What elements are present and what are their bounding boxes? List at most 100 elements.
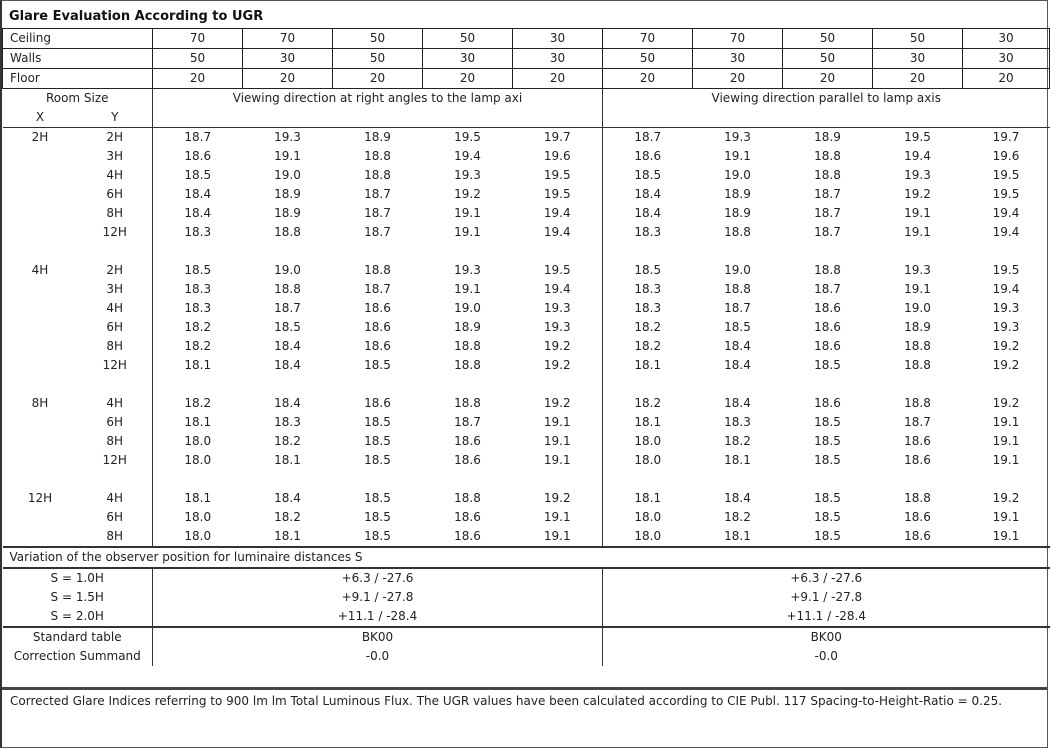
room-y: 4H bbox=[106, 396, 124, 410]
ugr-value: 18.0 bbox=[602, 527, 693, 547]
spacer-row bbox=[3, 375, 1050, 394]
room-x bbox=[3, 356, 78, 375]
ugr-value: 18.4 bbox=[724, 358, 751, 372]
reflectance-value: 30 bbox=[692, 48, 783, 69]
reflectance-value: 20 bbox=[872, 68, 963, 89]
spacer-row bbox=[3, 242, 1050, 261]
table-row: 8H 18.4 18.9 18.7 19.1 19.4 18.4 18.9 18.7 19.1 19… bbox=[3, 204, 1050, 223]
ugr-value: 18.6 bbox=[814, 396, 841, 410]
ugr-value: 19.1 bbox=[274, 149, 301, 163]
ugr-value: 18.5 bbox=[152, 166, 243, 185]
ugr-value: 18.3 bbox=[724, 415, 751, 429]
ugr-value: 18.2 bbox=[602, 394, 693, 413]
page-title: Glare Evaluation According to UGR bbox=[9, 9, 264, 24]
ugr-value: 18.7 bbox=[904, 415, 931, 429]
table-row: 4H 2H 18.5 19.0 18.8 19.3 19.5 18.5 19.0 18.8 19.3… bbox=[3, 261, 1050, 280]
direction-right-angles-header: Viewing direction at right angles to the… bbox=[152, 88, 603, 108]
room-y: 8H bbox=[106, 339, 124, 353]
ugr-value: 18.9 bbox=[274, 187, 301, 201]
spacer bbox=[152, 375, 603, 394]
room-y: 6H bbox=[106, 320, 124, 334]
ugr-value: 18.6 bbox=[602, 147, 693, 166]
ugr-value: 18.6 bbox=[904, 529, 931, 543]
room-y: 8H bbox=[106, 434, 124, 448]
variation-row: S = 1.0H +6.3 / -27.6 +6.3 / -27.6 bbox=[2, 567, 1050, 588]
reflectance-value: 20 bbox=[602, 68, 693, 89]
ugr-value: 18.8 bbox=[454, 358, 481, 372]
ugr-value: 18.4 bbox=[724, 396, 751, 410]
ugr-value: 18.5 bbox=[152, 261, 243, 280]
ugr-value: 18.8 bbox=[364, 168, 391, 182]
reflectance-value: 70 bbox=[242, 28, 333, 49]
ugr-value: 18.4 bbox=[724, 339, 751, 353]
ugr-value: 19.5 bbox=[992, 263, 1020, 277]
reflectance-value: 30 bbox=[962, 28, 1050, 49]
ugr-value: 19.2 bbox=[904, 187, 931, 201]
ugr-value: 18.9 bbox=[274, 206, 301, 220]
room-x: 8H bbox=[31, 396, 49, 410]
ugr-value: 18.1 bbox=[602, 356, 693, 375]
table-row: 6H 18.2 18.5 18.6 18.9 19.3 18.2 18.5 18.6 18.9 19… bbox=[3, 318, 1050, 337]
reflectance-value: 30 bbox=[512, 28, 603, 49]
room-y: 6H bbox=[106, 510, 124, 524]
ugr-value: 18.6 bbox=[904, 510, 931, 524]
ugr-value: 18.6 bbox=[454, 434, 481, 448]
ugr-value: 19.3 bbox=[274, 130, 301, 144]
room-y: 6H bbox=[106, 187, 124, 201]
ugr-value: 18.6 bbox=[364, 320, 391, 334]
ugr-value: 19.2 bbox=[543, 339, 571, 353]
ugr-value: 18.4 bbox=[724, 491, 751, 505]
ugr-value: 19.4 bbox=[543, 282, 571, 296]
ugr-value: 19.1 bbox=[543, 529, 571, 543]
ugr-value: 18.1 bbox=[724, 529, 751, 543]
room-x bbox=[3, 508, 78, 527]
ugr-value: 18.2 bbox=[724, 434, 751, 448]
ugr-value: 18.5 bbox=[814, 434, 841, 448]
ugr-value: 18.6 bbox=[152, 147, 243, 166]
ugr-value: 19.1 bbox=[724, 149, 751, 163]
ugr-value: 18.7 bbox=[814, 282, 841, 296]
ugr-value: 18.8 bbox=[454, 396, 481, 410]
reflectance-value: 20 bbox=[422, 68, 513, 89]
table-row: 3H 18.3 18.8 18.7 19.1 19.4 18.3 18.8 18.7 19.1 19… bbox=[3, 280, 1050, 299]
table-row: 2H 2H 18.7 19.3 18.9 19.5 19.7 18.7 19.3 18.9 19.5… bbox=[3, 127, 1050, 147]
reflectance-value: 50 bbox=[782, 48, 873, 69]
ugr-value: 18.8 bbox=[274, 282, 301, 296]
variation-right-angles: +9.1 / -27.8 bbox=[152, 588, 603, 607]
standard-table-right: BK00 bbox=[152, 626, 603, 647]
spacer bbox=[602, 108, 1050, 128]
ugr-value: 18.5 bbox=[364, 491, 391, 505]
ugr-value: 18.9 bbox=[364, 130, 391, 144]
ugr-value: 18.5 bbox=[724, 320, 751, 334]
room-x: 12H bbox=[27, 491, 53, 505]
room-x bbox=[3, 204, 78, 223]
ugr-value: 18.5 bbox=[814, 491, 841, 505]
ugr-value: 18.5 bbox=[602, 261, 693, 280]
ugr-value: 19.0 bbox=[724, 263, 751, 277]
ugr-value: 19.0 bbox=[724, 168, 751, 182]
ugr-value: 18.2 bbox=[602, 318, 693, 337]
ugr-value: 18.6 bbox=[364, 301, 391, 315]
ugr-value: 19.3 bbox=[543, 320, 571, 334]
reflectance-value: 20 bbox=[242, 68, 333, 89]
spacer bbox=[152, 470, 603, 489]
ugr-value: 18.5 bbox=[364, 510, 391, 524]
table-row: 6H 18.4 18.9 18.7 19.2 19.5 18.4 18.9 18.7 19.2 19… bbox=[3, 185, 1050, 204]
ugr-value: 18.5 bbox=[814, 529, 841, 543]
reflectance-value: 70 bbox=[152, 28, 243, 49]
room-y: 3H bbox=[106, 282, 124, 296]
ugr-value: 18.9 bbox=[904, 320, 931, 334]
ugr-value: 18.8 bbox=[814, 263, 841, 277]
room-x: 4H bbox=[31, 263, 49, 277]
ugr-value: 19.7 bbox=[992, 130, 1020, 144]
ugr-value: 18.4 bbox=[274, 396, 301, 410]
ugr-value: 18.8 bbox=[274, 225, 301, 239]
ugr-value: 18.5 bbox=[814, 358, 841, 372]
ugr-value: 18.9 bbox=[724, 187, 751, 201]
ugr-value: 18.2 bbox=[724, 510, 751, 524]
ugr-value: 18.8 bbox=[814, 168, 841, 182]
ugr-value: 18.8 bbox=[454, 491, 481, 505]
ugr-value: 18.1 bbox=[274, 529, 301, 543]
ugr-value: 18.6 bbox=[904, 453, 931, 467]
